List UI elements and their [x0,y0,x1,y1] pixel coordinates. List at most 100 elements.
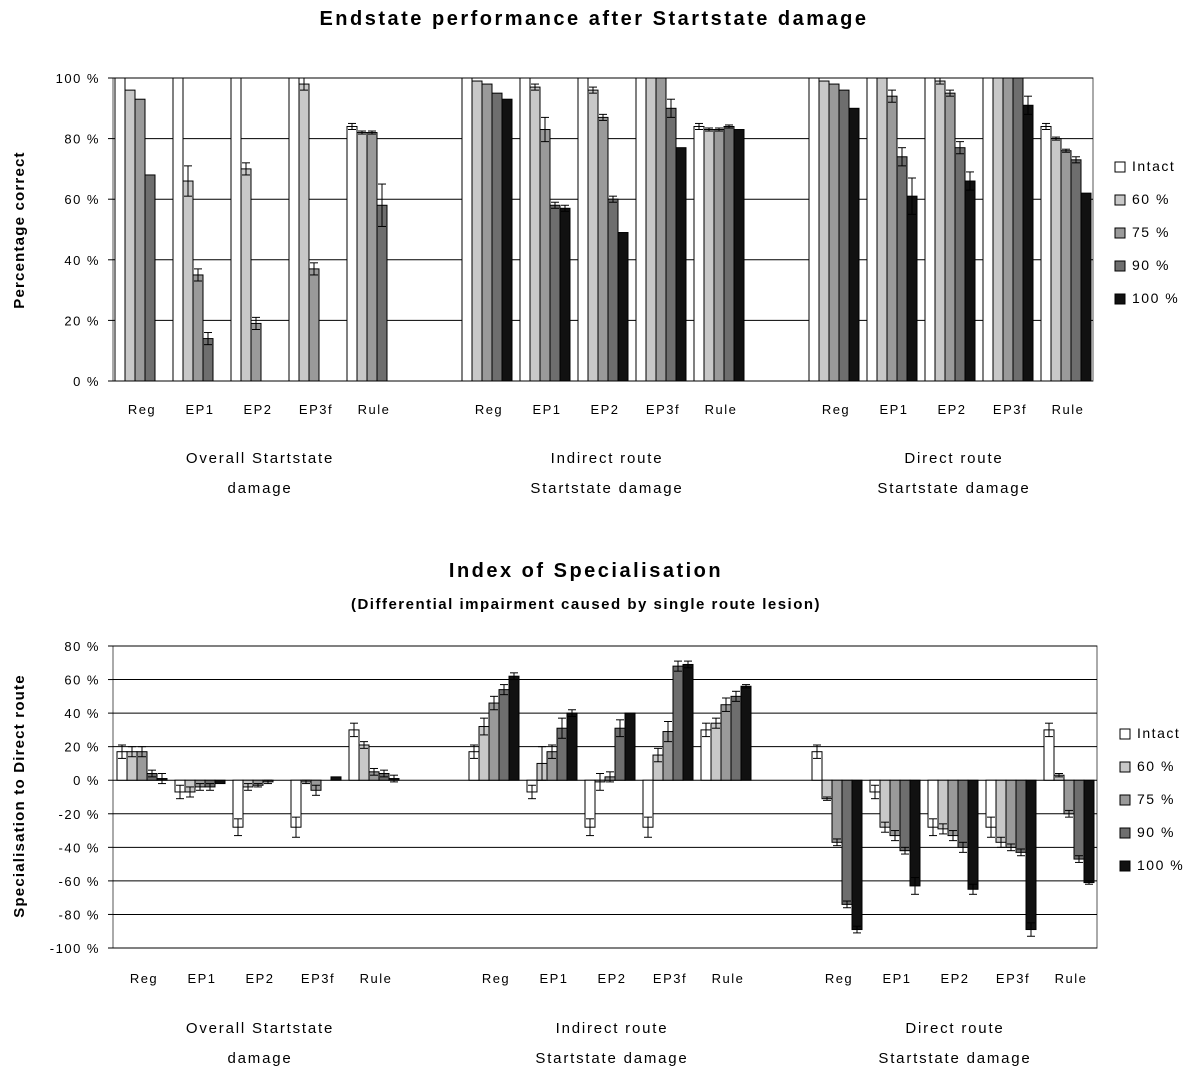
bar-90-Reg [492,93,502,381]
y-tick-label: 80 % [64,132,100,147]
bar-90-Reg [839,90,849,381]
bar-100-Reg [852,780,862,929]
x-tick-label: Rule [705,402,738,417]
y-tick-label: 60 % [64,673,100,688]
x-tick-label: EP1 [187,971,216,986]
legend-swatch [1120,861,1130,871]
bar-60-EP3f [299,84,309,381]
bar-90-Rule [1074,780,1084,859]
legend-swatch [1115,261,1125,271]
bar-60-EP3f [996,780,1006,842]
y-tick-label: 80 % [64,639,100,654]
bar-75-EP1 [540,130,550,381]
bar-100-EP3f [683,664,693,780]
bar-Intact-Rule [1041,126,1051,381]
legend-label: 100 % [1132,290,1179,306]
bar-90-Reg [842,780,852,904]
bar-75-Rule [1061,151,1071,381]
chart-specialisation: Index of Specialisation (Differential im… [11,560,1184,1067]
group-label: Direct route [905,1020,1004,1037]
bar-Intact-EP1 [867,78,877,381]
x-tick-label: EP2 [597,971,626,986]
bar-100-Rule [1084,780,1094,882]
y-tick-label: 0 % [73,773,100,788]
bar-90-EP2 [608,199,618,381]
x-tick-label: Reg [822,402,850,417]
legend: Intact 60 % 75 % 90 % 100 % [1120,725,1184,873]
y-axis-label: Percentage correct [11,151,28,309]
bar-60-EP2 [935,81,945,381]
bar-75-Rule [367,133,377,381]
bar-Intact-Reg [809,78,819,381]
bar-75-Reg [489,703,499,780]
bar-90-EP3f [673,666,683,780]
bar-Intact-EP3f [636,78,646,381]
bar-60-Rule [704,130,714,381]
bar-Intact-EP3f [983,78,993,381]
legend-label: 60 % [1132,191,1170,207]
bar-60-EP2 [938,780,948,829]
bar-90-EP1 [897,157,907,381]
bar-100-EP1 [910,780,920,886]
group-label: Startstate damage [530,480,683,497]
bar-100-Rule [1081,193,1091,381]
legend-swatch [1115,294,1125,304]
bar-100-EP1 [215,780,225,783]
bar-100-EP3f [331,777,341,780]
bar-100-EP3f [1023,105,1033,381]
bar-100-Rule [734,130,744,381]
y-tick-label: 60 % [64,192,100,207]
bar-75-Reg [832,780,842,842]
bar-100-EP3f [676,148,686,381]
bar-60-EP1 [880,780,890,827]
bar-100-Reg [502,99,512,381]
x-tick-label: EP2 [243,402,272,417]
x-tick-label: Rule [1052,402,1085,417]
bar-100-Rule [741,686,751,780]
bar-60-Reg [819,81,829,381]
bar-100-Reg [849,108,859,381]
bar-Intact-EP2 [925,78,935,381]
bar-60-Rule [357,133,367,381]
x-tick-label: EP3f [299,402,333,417]
x-tick-label: EP1 [532,402,561,417]
bar-Intact-Reg [462,78,472,381]
legend-swatch [1115,195,1125,205]
bar-75-Rule [721,705,731,781]
legend-swatch [1120,795,1130,805]
legend-label: 90 % [1137,824,1175,840]
x-tick-labels: Reg EP1 EP2 EP3f Rule Reg EP1 EP2 EP3f Rule Reg EP1… [130,971,1088,986]
bar-75-EP2 [945,93,955,381]
bar-90-Reg [499,690,509,781]
group-label: Indirect route [556,1020,669,1037]
bar-75-Reg [135,99,145,381]
x-tick-label: EP3f [993,402,1027,417]
group-label: Indirect route [551,450,664,467]
group-label: Startstate damage [877,480,1030,497]
bar-90-Rule [377,205,387,381]
chart-subtitle: (Differential impairment caused by singl… [351,596,821,613]
bar-90-Rule [731,696,741,780]
bar-75-EP1 [193,275,203,381]
x-tick-label: Reg [482,971,510,986]
x-tick-label: EP2 [590,402,619,417]
bar-100-EP3f [1026,780,1036,929]
x-tick-labels: Reg EP1 EP2 EP3f Rule Reg EP1 EP2 EP3f Rule Reg EP1… [128,402,1085,417]
y-tick-label: 40 % [64,706,100,721]
bar-Intact-Rule [349,730,359,780]
bar-90-EP2 [955,148,965,381]
x-tick-label: EP1 [882,971,911,986]
legend-label: 75 % [1137,791,1175,807]
bar-60-Reg [472,81,482,381]
y-axis-label: Specialisation to Direct route [11,674,28,918]
legend-swatch [1120,828,1130,838]
bar-90-EP2 [958,780,968,847]
group-label: Startstate damage [878,1050,1031,1067]
bar-75-EP2 [598,117,608,381]
bar-100-EP2 [625,713,635,780]
bar-90-EP3f [1013,78,1023,381]
bar-75-EP3f [1003,78,1013,381]
bar-60-EP1 [530,87,540,381]
legend-label: Intact [1137,725,1180,741]
